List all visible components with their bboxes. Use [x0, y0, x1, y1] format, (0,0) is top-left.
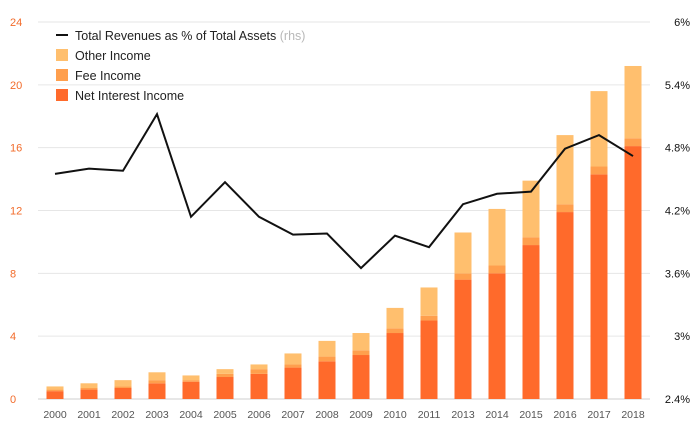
- bar-segment: [522, 180, 540, 238]
- x-tick-label: 2006: [247, 409, 271, 421]
- bar-segment: [420, 315, 438, 321]
- legend-swatch: [56, 49, 68, 61]
- bar-segment: [454, 232, 472, 274]
- y-right-tick-label: 4.2%: [665, 206, 690, 218]
- bar-segment: [556, 212, 574, 399]
- bar-segment: [624, 65, 642, 139]
- y-left-tick-label: 24: [10, 17, 22, 29]
- legend-label: Net Interest Income: [75, 89, 184, 103]
- bar-segment: [522, 245, 540, 399]
- bar-segment: [590, 174, 608, 399]
- bar-segment: [318, 356, 336, 362]
- x-tick-label: 2015: [519, 409, 543, 421]
- y-right-tick-label: 3%: [674, 331, 690, 343]
- bar-segment: [318, 361, 336, 399]
- x-tick-label: 2007: [281, 409, 305, 421]
- legend-line-label: Total Revenues as % of Total Assets (rhs…: [75, 29, 305, 43]
- bar-segment: [556, 135, 574, 205]
- bar-segment: [284, 353, 302, 365]
- bar-segment: [420, 320, 438, 399]
- bar-segment: [216, 369, 234, 374]
- bar-segment: [624, 146, 642, 399]
- bar-segment: [386, 307, 404, 329]
- bar-segment: [182, 381, 200, 399]
- y-right-tick-label: 6%: [674, 17, 690, 29]
- y-right-tick-label: 2.4%: [665, 394, 690, 406]
- y-left-tick-label: 16: [10, 143, 22, 155]
- bar-segment: [522, 237, 540, 246]
- x-tick-label: 2003: [145, 409, 169, 421]
- y-right-tick-label: 3.6%: [665, 268, 690, 280]
- legend-rhs-note: (rhs): [280, 29, 306, 43]
- x-tick-label: 2010: [383, 409, 407, 421]
- bar-segment: [216, 373, 234, 378]
- bar-segment: [250, 364, 268, 370]
- x-tick-label: 2016: [553, 409, 577, 421]
- bar-segment: [182, 380, 200, 382]
- bar-segment: [46, 389, 64, 392]
- y-right-tick-label: 4.8%: [665, 143, 690, 155]
- bar-segment: [386, 328, 404, 334]
- bar-segment: [352, 355, 370, 399]
- x-tick-label: 2011: [418, 409, 441, 421]
- bar-segment: [46, 386, 64, 390]
- bar-segment: [352, 350, 370, 356]
- x-tick-label: 2008: [315, 409, 339, 421]
- x-tick-label: 2013: [451, 409, 475, 421]
- bar-segment: [284, 367, 302, 399]
- bar-segment: [114, 386, 132, 389]
- bar-segment: [454, 273, 472, 280]
- y-left-tick-label: 4: [10, 331, 16, 343]
- bar-segment: [454, 279, 472, 399]
- y-right-tick-label: 5.4%: [665, 80, 690, 92]
- legend-swatch: [56, 89, 68, 101]
- x-tick-label: 2017: [587, 409, 611, 421]
- bar-segment: [148, 372, 166, 381]
- x-tick-label: 2009: [349, 409, 373, 421]
- x-tick-label: 2001: [77, 409, 101, 421]
- y-left-tick-label: 0: [10, 394, 16, 406]
- bar-segment: [352, 333, 370, 351]
- legend-label: Other Income: [75, 49, 151, 63]
- bar-segment: [250, 373, 268, 399]
- legend-swatch: [56, 69, 68, 81]
- bar-segment: [488, 265, 506, 274]
- bar-segment: [114, 388, 132, 399]
- x-tick-label: 2018: [621, 409, 645, 421]
- bar-segment: [284, 364, 302, 368]
- bar-segment: [80, 389, 98, 399]
- bar-segment: [46, 391, 64, 399]
- bar-segment: [216, 377, 234, 399]
- bar-segment: [590, 166, 608, 175]
- x-tick-label: 2004: [179, 409, 203, 421]
- bar-segment: [182, 375, 200, 381]
- bar-segment: [114, 380, 132, 387]
- bar-segment: [624, 138, 642, 147]
- y-left-tick-label: 12: [10, 206, 22, 218]
- x-tick-label: 2000: [43, 409, 67, 421]
- bar-segment: [148, 383, 166, 399]
- bar-segment: [590, 91, 608, 167]
- bar-segment: [420, 287, 438, 316]
- revenue-pct-line: [54, 111, 634, 270]
- bar-segment: [148, 380, 166, 384]
- bar-segment: [488, 273, 506, 399]
- y-left-tick-label: 8: [10, 268, 16, 280]
- bar-segment: [318, 340, 336, 357]
- legend-label: Fee Income: [75, 69, 141, 83]
- bar-segment: [250, 369, 268, 374]
- bar-segment: [386, 333, 404, 399]
- bar-segment: [80, 383, 98, 389]
- x-tick-label: 2014: [485, 409, 509, 421]
- y-left-tick-label: 20: [10, 80, 22, 92]
- bar-segment: [556, 204, 574, 213]
- x-tick-label: 2005: [213, 409, 237, 421]
- bar-segment: [488, 208, 506, 266]
- bar-segment: [80, 388, 98, 390]
- x-tick-label: 2002: [111, 409, 135, 421]
